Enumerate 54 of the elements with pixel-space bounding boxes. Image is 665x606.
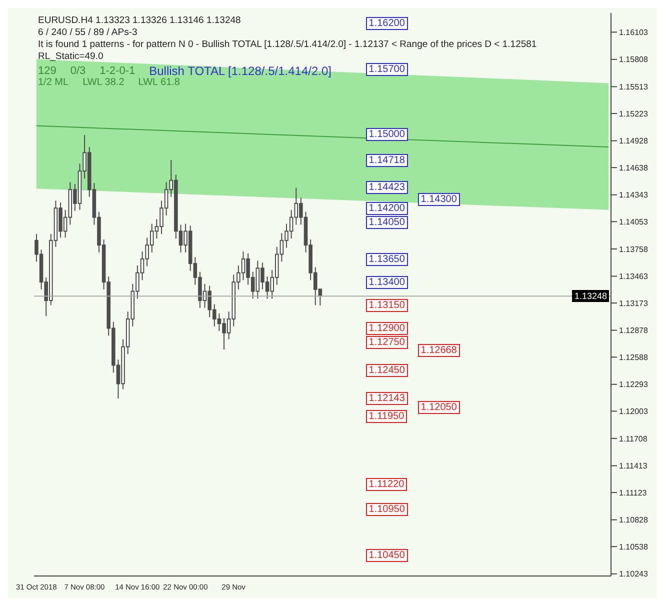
- annotation: 1/2 ML: [38, 77, 69, 89]
- annotation: 1.11220: [366, 478, 408, 491]
- annotation: 1.14423: [366, 181, 408, 194]
- annotation: 1.10450: [366, 548, 408, 562]
- annotation: 1.10950: [366, 502, 408, 516]
- annotation: LWL 38.2: [82, 77, 124, 89]
- annotation: 1.12450: [366, 364, 408, 377]
- annotation: EURUSD.H4 1.13323 1.13326 1.13146 1.13248: [38, 15, 241, 26]
- y-tick-label: 1.12588: [619, 352, 648, 362]
- y-tick-label: 1.14343: [619, 190, 648, 200]
- annotation: 1.14050: [366, 216, 408, 229]
- y-tick-label: 1.13173: [619, 298, 648, 308]
- annotation: 1.15700: [366, 63, 408, 76]
- annotation: 1.13650: [366, 252, 408, 266]
- y-tick-label: 1.12878: [619, 326, 648, 336]
- y-tick-label: 1.12293: [619, 380, 648, 390]
- y-tick-label: 1.15808: [619, 55, 648, 64]
- y-tick-label: 1.13758: [619, 244, 648, 254]
- y-tick-label: 1.10243: [619, 570, 648, 579]
- y-tick-label: 1.12003: [619, 407, 648, 416]
- annotation: RL_Static=49.0: [38, 51, 104, 63]
- annotation: 1.13150: [366, 299, 408, 312]
- y-tick-label: 1.11123: [619, 488, 648, 498]
- annotation: 1.14200: [366, 202, 408, 216]
- annotation: 1.14300: [418, 192, 460, 206]
- y-tick-label: 1.10538: [619, 542, 648, 552]
- annotation: 129: [38, 65, 56, 77]
- annotation: 1.13400: [366, 276, 408, 290]
- annotation: 1.12143: [366, 392, 408, 406]
- y-tick-label: 1.15513: [619, 82, 648, 92]
- y-tick-label: 1.15223: [619, 109, 648, 118]
- annotation: LWL 61.8: [138, 77, 180, 89]
- y-tick-label: 1.14928: [619, 136, 648, 146]
- y-tick-label: 1.16103: [619, 28, 648, 37]
- y-tick-label: 1.11708: [619, 434, 648, 444]
- annotation: 0/3: [70, 65, 86, 77]
- y-tick-label: 1.10828: [619, 516, 648, 525]
- ref-line-label: 1.13248: [572, 290, 609, 302]
- annotation: 1.16200: [366, 17, 408, 30]
- annotation: 1.12750: [366, 336, 408, 350]
- y-tick-label: 1.11413: [619, 462, 648, 471]
- annotation: 1-2-0-1: [100, 65, 136, 77]
- annotation: 1.14718: [366, 154, 408, 168]
- annotation: 1.12668: [418, 344, 460, 357]
- y-tick-label: 1.13463: [619, 272, 648, 282]
- annotation: 1.15000: [366, 128, 408, 142]
- y-tick-label: 1.14638: [619, 163, 648, 172]
- annotation: 6 / 240 / 55 / 89 / APs-3: [38, 27, 138, 38]
- annotation: 1.12900: [366, 322, 408, 336]
- annotation: 1.11950: [366, 410, 408, 424]
- annotation: It is found 1 patterns - for pattern N 0 - Bullish TOTAL [1.128/.5/1.414/2.0] - 1.12137 < Range of the prices D < 1.12581: [38, 39, 538, 51]
- y-tick-label: 1.14053: [619, 217, 648, 226]
- annotation: 1.12050: [418, 400, 460, 414]
- annotation: Bullish TOTAL [1.128/.5/1.414/2.0]: [149, 64, 332, 78]
